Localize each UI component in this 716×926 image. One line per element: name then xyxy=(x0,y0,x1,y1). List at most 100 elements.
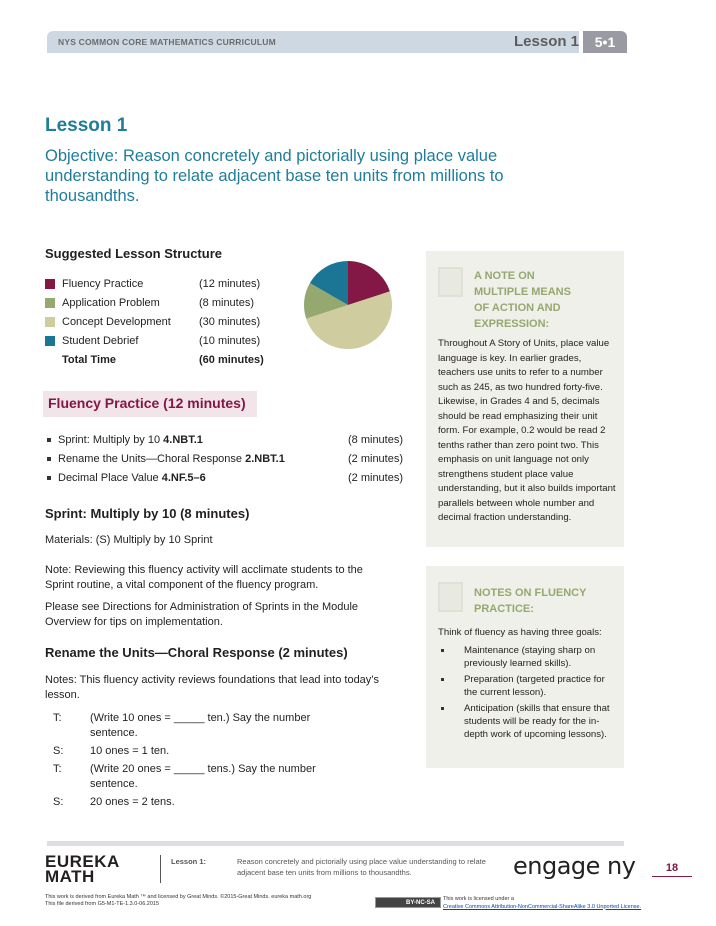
dialogue-text: (Write 20 ones = _____ tens.) Say the nu… xyxy=(90,763,316,790)
rename-notes: Notes: This fluency activity reviews fou… xyxy=(45,674,380,701)
note-intro: Think of fluency as having three goals: … xyxy=(438,626,620,741)
goal-text: Preparation (targeted practice for the c… xyxy=(464,673,605,698)
fluency-item-text: Sprint: Multiply by 10 xyxy=(58,433,164,446)
legend-swatch xyxy=(45,278,55,289)
speaker: T: xyxy=(53,712,62,724)
fluency-item-time: (2 minutes) xyxy=(348,471,404,484)
pie-slice-concept-development xyxy=(306,291,392,349)
legend-label: Fluency Practice xyxy=(62,277,144,290)
dialogue-line: T: (Write 10 ones = _____ ten.) Say the n… xyxy=(53,711,353,741)
engageny-logo: engage ny xyxy=(513,852,636,880)
footer-divider xyxy=(47,841,624,846)
fluency-item-time: (8 minutes) xyxy=(348,433,404,446)
goal-item: Maintenance (staying sharp on previously… xyxy=(438,644,620,670)
dialogue-line: S: 10 ones = 1 ten. xyxy=(53,744,353,759)
credit-line: This file derived from G5-M1-TE-1.3.0-06… xyxy=(45,901,160,907)
structure-legend: Fluency Practice (12 minutes) Application … xyxy=(45,274,260,350)
rename-heading: Rename the Units—Choral Response (2 minu… xyxy=(45,645,348,660)
standard-code: 2.NBT.1 xyxy=(245,452,285,465)
legend-time: (8 minutes) xyxy=(199,296,255,309)
goals-list: Maintenance (staying sharp on previously… xyxy=(438,644,620,741)
standard-code: 4.NBT.1 xyxy=(163,433,203,446)
page-number: 18 xyxy=(652,862,692,877)
curriculum-title: NYS COMMON CORE MATHEMATICS CURRICULUM xyxy=(58,37,276,47)
fluency-item-time: (2 minutes) xyxy=(348,452,404,465)
legend-label: Student Debrief xyxy=(62,334,139,347)
fluency-item-text: Rename the Units—Choral Response xyxy=(58,452,246,465)
objective: Objective: Reason concretely and pictori… xyxy=(45,147,504,205)
dialogue-text: (Write 10 ones = _____ ten.) Say the num… xyxy=(90,712,311,739)
legend-time: (12 minutes) xyxy=(199,277,261,290)
credit-line: This work is derived from Eureka Math ™ … xyxy=(45,894,312,900)
header-lesson: Lesson 1 xyxy=(514,33,580,50)
fluency-heading: Fluency Practice (12 minutes) xyxy=(43,391,257,417)
legend-time: (10 minutes) xyxy=(199,334,261,347)
bullet-icon xyxy=(47,437,51,442)
sprint-note: Note: Reviewing this fluency activity wi… xyxy=(45,564,363,591)
header-bar xyxy=(47,31,579,53)
fluency-item: Rename the Units—Choral Response 2.NBT.1… xyxy=(45,449,403,468)
footer-separator xyxy=(160,855,161,883)
legend-swatch xyxy=(45,335,55,346)
pie-slice-fluency-practice xyxy=(348,261,390,305)
legend-item: Student Debrief (10 minutes) xyxy=(45,331,260,350)
fluency-item: Sprint: Multiply by 10 4.NBT.1 (8 minutes… xyxy=(45,430,403,449)
pie-slice-application-problem xyxy=(304,283,348,319)
bullet-icon xyxy=(47,456,51,461)
dialogue: T: (Write 10 ones = _____ ten.) Say the n… xyxy=(53,708,353,810)
fluency-item: Decimal Place Value 4.NF.5–6 (2 minutes) xyxy=(45,468,403,487)
sprint-heading: Sprint: Multiply by 10 (8 minutes) xyxy=(45,506,250,521)
dialogue-line: S: 20 ones = 2 tens. xyxy=(53,795,353,810)
dialogue-text: 10 ones = 1 ten. xyxy=(90,745,170,757)
goal-text: Anticipation (skills that ensure that st… xyxy=(464,702,610,740)
note-intro-text: Think of fluency as having three goals: xyxy=(438,627,602,638)
note-heading: A NOTE ON MULTIPLE MEANS OF ACTION AND E… xyxy=(474,270,571,330)
bullet-icon xyxy=(441,648,444,652)
goal-item: Preparation (targeted practice for the c… xyxy=(438,673,620,699)
legend-time: (30 minutes) xyxy=(199,315,261,328)
dialogue-text: 20 ones = 2 tens. xyxy=(90,796,175,808)
footer-lesson-desc: Reason concretely and pictorially using … xyxy=(237,857,486,877)
license: This work is licensed under a Creative C… xyxy=(443,896,641,911)
total-label: Total Time xyxy=(62,354,116,366)
sprint-directions: Please see Directions for Administration… xyxy=(45,601,359,628)
document-icon xyxy=(438,267,463,297)
legend-item: Concept Development (30 minutes) xyxy=(45,312,260,331)
goal-item: Anticipation (skills that ensure that st… xyxy=(438,702,620,741)
legend-label: Concept Development xyxy=(62,315,171,328)
speaker: T: xyxy=(53,763,62,775)
eureka-math-logo: EUREKA MATH xyxy=(45,852,120,886)
footer-lesson-label: Lesson 1: xyxy=(171,857,207,866)
speaker: S: xyxy=(53,745,64,757)
cc-license-badge[interactable]: BY-NC-SA xyxy=(375,897,441,908)
bullet-icon xyxy=(441,706,444,710)
cc-badge-text: BY-NC-SA xyxy=(405,900,435,906)
credits: This work is derived from Eureka Math ™ … xyxy=(45,894,311,908)
goal-text: Maintenance (staying sharp on previously… xyxy=(464,644,596,669)
legend-swatch xyxy=(45,297,55,308)
grade-module-badge: 5•1 xyxy=(583,31,627,53)
license-link[interactable]: Creative Commons Attribution-NonCommerci… xyxy=(443,903,642,910)
note-box-fluency: NOTES ON FLUENCY PRACTICE: Think of flue… xyxy=(426,566,624,768)
page-title: Lesson 1 xyxy=(45,115,128,136)
legend-label: Application Problem xyxy=(62,296,160,309)
pie-slice-student-debrief xyxy=(309,261,348,305)
standard-code: 4.NF.5–6 xyxy=(161,471,206,484)
license-intro: This work is licensed under a xyxy=(443,896,514,902)
dialogue-line: T: (Write 20 ones = _____ tens.) Say the … xyxy=(53,762,353,792)
lesson-pie-chart xyxy=(304,261,392,349)
legend-item: Application Problem (8 minutes) xyxy=(45,293,260,312)
legend-item: Fluency Practice (12 minutes) xyxy=(45,274,260,293)
note-body: Throughout A Story of Units, place value… xyxy=(438,338,616,523)
note-box-multiple-means: A NOTE ON MULTIPLE MEANS OF ACTION AND E… xyxy=(426,251,624,547)
sprint-materials: Materials: (S) Multiply by 10 Sprint xyxy=(45,534,213,546)
document-icon xyxy=(438,582,463,612)
total-time: (60 minutes) xyxy=(199,354,264,366)
legend-swatch xyxy=(45,316,55,327)
bullet-icon xyxy=(47,475,51,480)
fluency-item-text: Decimal Place Value xyxy=(58,471,162,484)
note-heading: NOTES ON FLUENCY PRACTICE: xyxy=(474,587,587,615)
fluency-list: Sprint: Multiply by 10 4.NBT.1 (8 minutes… xyxy=(45,430,403,487)
speaker: S: xyxy=(53,796,64,808)
bullet-icon xyxy=(441,677,444,681)
